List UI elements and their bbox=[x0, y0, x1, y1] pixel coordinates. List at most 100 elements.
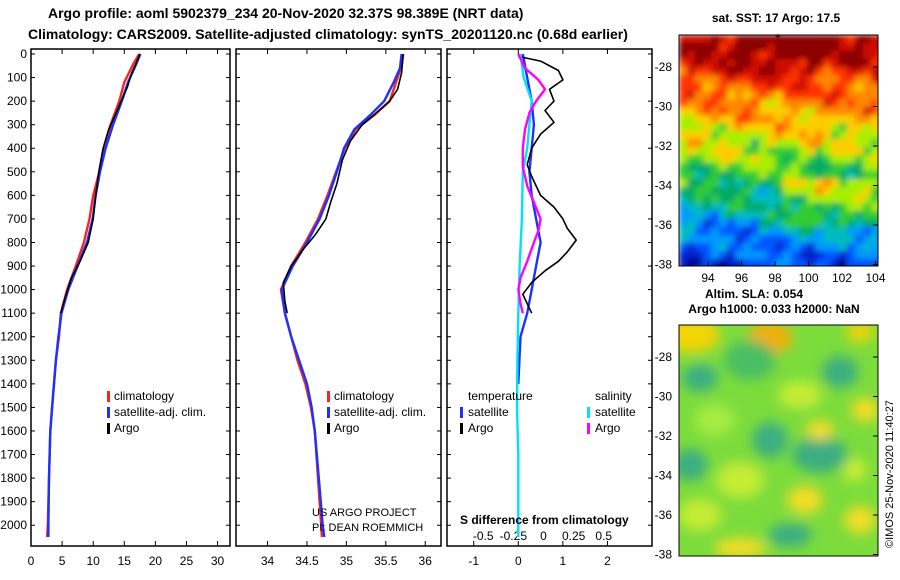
sst-cell bbox=[759, 251, 768, 260]
sst-cell bbox=[815, 259, 824, 266]
sst-cell bbox=[767, 59, 776, 68]
sst-cell bbox=[727, 115, 736, 124]
sst-cell bbox=[695, 235, 704, 244]
sst-cell bbox=[695, 75, 704, 84]
sst-cell bbox=[759, 163, 768, 172]
sst-cell bbox=[847, 139, 856, 148]
depth-tick-label: 1100 bbox=[1, 306, 27, 320]
sst-cell bbox=[871, 67, 878, 76]
sst-cell bbox=[727, 155, 736, 164]
sst-cell bbox=[679, 59, 688, 68]
sst-cell bbox=[703, 155, 712, 164]
sst-cell bbox=[775, 43, 784, 52]
sst-cell bbox=[791, 59, 800, 68]
sst-cell bbox=[783, 259, 792, 266]
sst-cell bbox=[879, 187, 888, 196]
sst-cell bbox=[791, 251, 800, 260]
sst-cell bbox=[831, 91, 840, 100]
sst-cell bbox=[879, 115, 888, 124]
sst-cell bbox=[759, 219, 768, 228]
sst-cell bbox=[791, 139, 800, 148]
sst-cell bbox=[791, 35, 800, 44]
sst-cell bbox=[871, 171, 878, 180]
sst-cell bbox=[791, 155, 800, 164]
sst-cell bbox=[711, 147, 720, 156]
sst-cell bbox=[719, 171, 728, 180]
depth-tick-label: 1900 bbox=[0, 495, 27, 509]
sst-cell bbox=[695, 59, 704, 68]
sst-cell bbox=[807, 251, 816, 260]
sst-cell bbox=[703, 107, 712, 116]
sst-cell bbox=[735, 227, 744, 236]
sst-cell bbox=[751, 259, 760, 266]
sla-blob bbox=[846, 325, 874, 342]
sst-cell bbox=[767, 67, 776, 76]
sst-cell bbox=[871, 107, 878, 116]
sst-cell bbox=[799, 163, 808, 172]
sst-cell bbox=[831, 211, 840, 220]
sst-cell bbox=[679, 155, 688, 164]
x-tick-label: 1 bbox=[560, 554, 567, 568]
sst-cell bbox=[807, 227, 816, 236]
sst-cell bbox=[791, 219, 800, 228]
sst-cell bbox=[871, 115, 878, 124]
sst-cell bbox=[847, 243, 856, 252]
sst-cell bbox=[703, 243, 712, 252]
sst-cell bbox=[783, 83, 792, 92]
sst-cell bbox=[735, 91, 744, 100]
x-tick-label: 34.5 bbox=[295, 554, 319, 568]
sst-cell bbox=[847, 91, 856, 100]
sst-cell bbox=[727, 235, 736, 244]
sst-cell bbox=[855, 51, 864, 60]
sst-cell bbox=[727, 139, 736, 148]
sst-cell bbox=[719, 35, 728, 44]
sst-cell bbox=[711, 123, 720, 132]
sst-cell bbox=[799, 107, 808, 116]
depth-tick-label: 300 bbox=[7, 118, 27, 132]
legend-label-temp-argo: Argo bbox=[468, 421, 494, 435]
sst-cell bbox=[767, 211, 776, 220]
sst-cell bbox=[831, 147, 840, 156]
sst-cell bbox=[799, 35, 808, 44]
sst-cell bbox=[879, 203, 888, 212]
depth-tick-label: 1200 bbox=[0, 330, 27, 344]
sst-cell bbox=[855, 35, 864, 44]
series-line-argo bbox=[60, 53, 141, 314]
sst-cell bbox=[679, 43, 688, 52]
sst-cell bbox=[863, 147, 872, 156]
sst-cell bbox=[799, 67, 808, 76]
sst-cell bbox=[855, 235, 864, 244]
sst-cell bbox=[871, 259, 878, 266]
sst-cell bbox=[711, 243, 720, 252]
sst-cell bbox=[743, 171, 752, 180]
x-axes: 0 5 10 15 20 25 30 34 34.5 35 35.5 36 -1 0 1 2-0.5 -0.25… bbox=[28, 49, 612, 568]
sst-cell bbox=[783, 203, 792, 212]
map-lon-label: 96 bbox=[735, 271, 749, 285]
sst-cell bbox=[831, 75, 840, 84]
sst-cell bbox=[863, 259, 872, 266]
sst-cell bbox=[815, 243, 824, 252]
sst-cell bbox=[871, 139, 878, 148]
sst-cell bbox=[839, 59, 848, 68]
sst-cell bbox=[783, 99, 792, 108]
sst-cell bbox=[679, 99, 688, 108]
depth-tick-label: 1800 bbox=[0, 471, 27, 485]
sst-cell bbox=[751, 147, 760, 156]
sst-cell bbox=[687, 147, 696, 156]
sst-cell bbox=[783, 219, 792, 228]
sst-cell bbox=[679, 267, 688, 276]
sst-cell bbox=[735, 123, 744, 132]
legend-swatch-sal-argo bbox=[587, 423, 590, 434]
sst-cell bbox=[735, 51, 744, 60]
sla-blob bbox=[679, 499, 722, 531]
sst-cell bbox=[727, 99, 736, 108]
sst-cell bbox=[711, 203, 720, 212]
sst-cell bbox=[839, 99, 848, 108]
sst-cell bbox=[711, 235, 720, 244]
sst-cell bbox=[735, 219, 744, 228]
sst-cell bbox=[751, 123, 760, 132]
sst-cell bbox=[807, 59, 816, 68]
sst-cell bbox=[735, 43, 744, 52]
sst-cell bbox=[719, 123, 728, 132]
sst-cell bbox=[799, 75, 808, 84]
